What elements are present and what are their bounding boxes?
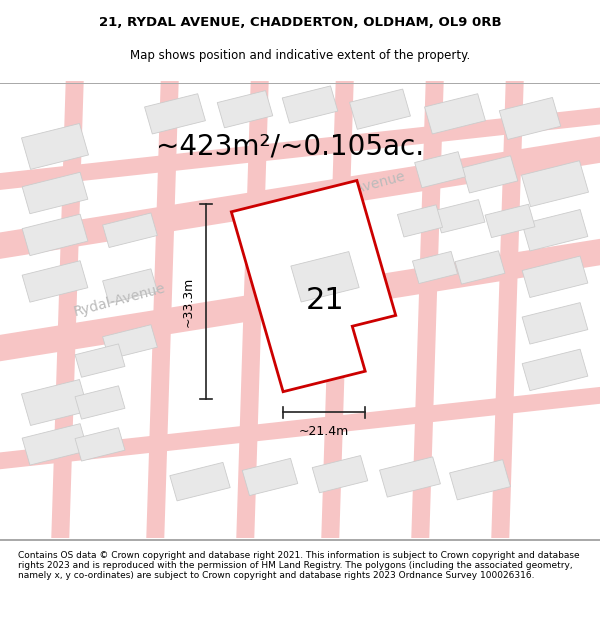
Polygon shape: [522, 209, 588, 251]
Polygon shape: [380, 457, 440, 497]
Polygon shape: [350, 89, 410, 129]
Polygon shape: [491, 72, 524, 547]
Polygon shape: [242, 458, 298, 496]
Polygon shape: [75, 344, 125, 377]
Text: ~423m²/~0.105ac.: ~423m²/~0.105ac.: [156, 132, 424, 161]
Polygon shape: [145, 94, 205, 134]
Polygon shape: [291, 252, 359, 302]
Polygon shape: [411, 72, 444, 547]
Polygon shape: [455, 251, 505, 284]
Polygon shape: [0, 134, 600, 262]
Polygon shape: [449, 459, 511, 500]
Polygon shape: [415, 152, 466, 188]
Polygon shape: [485, 204, 535, 238]
Polygon shape: [22, 379, 89, 426]
Polygon shape: [103, 325, 157, 359]
Polygon shape: [397, 205, 443, 237]
Polygon shape: [321, 72, 354, 547]
Text: Rydal-Avenue: Rydal-Avenue: [73, 281, 167, 319]
Text: ~21.4m: ~21.4m: [299, 425, 349, 438]
Polygon shape: [170, 462, 230, 501]
Text: 21: 21: [305, 286, 344, 314]
Polygon shape: [312, 456, 368, 493]
Polygon shape: [236, 72, 269, 547]
Polygon shape: [522, 349, 588, 391]
Polygon shape: [435, 199, 485, 233]
Polygon shape: [425, 94, 485, 134]
Polygon shape: [412, 251, 458, 284]
Polygon shape: [22, 424, 88, 465]
Polygon shape: [462, 156, 518, 193]
Polygon shape: [75, 386, 125, 419]
Polygon shape: [103, 213, 157, 248]
Polygon shape: [103, 269, 157, 303]
Polygon shape: [282, 86, 338, 123]
Polygon shape: [499, 98, 561, 139]
Polygon shape: [217, 91, 273, 128]
Polygon shape: [232, 181, 396, 392]
Polygon shape: [0, 385, 600, 471]
Text: ~33.3m: ~33.3m: [181, 277, 194, 327]
Polygon shape: [521, 161, 589, 207]
Polygon shape: [51, 72, 84, 547]
Polygon shape: [75, 428, 125, 461]
Polygon shape: [22, 173, 88, 214]
Text: Contains OS data © Crown copyright and database right 2021. This information is : Contains OS data © Crown copyright and d…: [18, 551, 580, 581]
Polygon shape: [522, 302, 588, 344]
Text: Map shows position and indicative extent of the property.: Map shows position and indicative extent…: [130, 49, 470, 62]
Polygon shape: [0, 236, 600, 364]
Polygon shape: [0, 106, 600, 192]
Polygon shape: [522, 256, 588, 298]
Text: 21, RYDAL AVENUE, CHADDERTON, OLDHAM, OL9 0RB: 21, RYDAL AVENUE, CHADDERTON, OLDHAM, OL…: [98, 16, 502, 29]
Text: Rydal-Avenue: Rydal-Avenue: [313, 169, 407, 208]
Polygon shape: [146, 72, 179, 547]
Polygon shape: [22, 261, 88, 302]
Polygon shape: [22, 214, 88, 256]
Polygon shape: [22, 124, 89, 169]
